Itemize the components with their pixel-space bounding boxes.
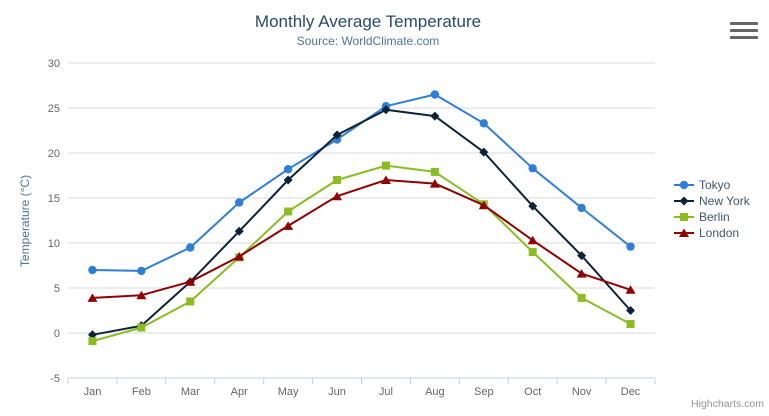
- legend-label: Tokyo: [699, 178, 731, 192]
- y-axis-tick-label: 30: [48, 58, 60, 70]
- x-axis-category-label: Aug: [425, 386, 445, 398]
- y-axis-tick-label: 25: [48, 103, 60, 115]
- legend-marker-circle-icon: [674, 180, 694, 190]
- series-tokyo-marker[interactable]: [235, 198, 244, 207]
- series-new-york-marker[interactable]: [528, 201, 538, 211]
- legend-item-tokyo[interactable]: Tokyo: [674, 177, 750, 193]
- x-axis-category-label: Apr: [231, 386, 248, 398]
- legend-marker-sample: [679, 180, 689, 190]
- x-axis-category-label: Sep: [474, 386, 494, 398]
- series-berlin-marker[interactable]: [430, 167, 439, 176]
- legend-label: New York: [699, 194, 750, 208]
- legend-marker-square-icon: [674, 213, 694, 221]
- hamburger-icon: [730, 29, 758, 32]
- series-london-marker[interactable]: [283, 221, 294, 230]
- series-berlin-line[interactable]: [92, 164, 631, 343]
- series-new-york-marker[interactable]: [577, 251, 587, 261]
- series-tokyo-marker[interactable]: [528, 164, 537, 173]
- highcharts-credit-link[interactable]: Highcharts.com: [691, 398, 764, 410]
- series-london-marker[interactable]: [185, 277, 196, 286]
- series-london-marker[interactable]: [576, 269, 587, 278]
- legend-marker-diamond-icon: [674, 196, 694, 206]
- series-new-york-line[interactable]: [92, 108, 632, 336]
- y-axis-tick-label: 20: [48, 148, 60, 160]
- series-london-line[interactable]: [92, 179, 631, 299]
- hamburger-icon: [730, 36, 758, 39]
- x-axis-category-label: Nov: [572, 386, 592, 398]
- series-berlin-marker[interactable]: [333, 176, 342, 184]
- series-tokyo[interactable]: [88, 90, 635, 276]
- series-tokyo-marker[interactable]: [626, 242, 635, 251]
- series-new-york-marker[interactable]: [430, 111, 440, 121]
- series-london-marker[interactable]: [380, 175, 391, 185]
- legend-marker-sample: [679, 228, 689, 237]
- series-new-york[interactable]: [87, 105, 636, 340]
- series-london-marker[interactable]: [625, 285, 636, 294]
- series-berlin-marker[interactable]: [137, 323, 146, 332]
- series-tokyo-marker[interactable]: [283, 165, 293, 174]
- x-axis-category-label: Jul: [379, 386, 393, 398]
- series-new-york-marker[interactable]: [234, 226, 244, 236]
- series-berlin-marker[interactable]: [186, 297, 195, 306]
- series-berlin-marker[interactable]: [626, 320, 635, 328]
- series-tokyo-marker[interactable]: [186, 243, 195, 252]
- series-london-marker[interactable]: [429, 179, 440, 188]
- x-axis-category-label: Jun: [328, 386, 346, 398]
- series-london-marker[interactable]: [136, 290, 147, 300]
- y-axis-tick-label: 0: [54, 328, 60, 340]
- series-london-marker[interactable]: [527, 235, 538, 245]
- series-london-marker[interactable]: [478, 200, 489, 210]
- y-axis-tick-label: 15: [48, 193, 60, 205]
- legend-marker-triangle-icon: [674, 228, 694, 237]
- series-new-york-marker[interactable]: [381, 105, 391, 115]
- series-new-york-marker[interactable]: [87, 330, 97, 340]
- legend-item-new-york[interactable]: New York: [674, 193, 750, 209]
- y-axis-title: Temperature (°C): [18, 174, 32, 267]
- series-berlin-marker[interactable]: [284, 207, 293, 216]
- series-tokyo-marker[interactable]: [137, 266, 146, 276]
- y-axis-tick-label: 10: [48, 238, 60, 250]
- legend: Tokyo New York Berlin London: [674, 177, 750, 241]
- legend-item-berlin[interactable]: Berlin: [674, 209, 750, 225]
- x-axis-category-label: Feb: [132, 386, 151, 398]
- legend-label: Berlin: [699, 210, 730, 224]
- series-new-york-marker[interactable]: [626, 306, 636, 315]
- legend-label: London: [699, 226, 740, 240]
- x-axis-category-label: May: [278, 386, 299, 398]
- legend-marker-sample: [679, 196, 689, 206]
- x-axis-category-label: Oct: [524, 386, 541, 398]
- y-axis-tick-label: -5: [50, 373, 60, 385]
- x-axis-category-label: Mar: [181, 386, 200, 398]
- context-menu-button[interactable]: [730, 22, 758, 39]
- series-london[interactable]: [87, 175, 636, 302]
- series-tokyo-marker[interactable]: [430, 90, 440, 99]
- series-new-york-marker[interactable]: [283, 175, 293, 185]
- y-axis-tick-label: 5: [54, 283, 60, 295]
- x-axis-category-label: Dec: [621, 386, 641, 398]
- legend-marker-sample: [680, 213, 688, 221]
- series-new-york-marker[interactable]: [332, 130, 342, 140]
- legend-item-london[interactable]: London: [674, 225, 750, 241]
- series-tokyo-line[interactable]: [92, 93, 632, 272]
- series-london-marker[interactable]: [234, 252, 245, 261]
- series-berlin-marker[interactable]: [88, 337, 97, 346]
- series-london-marker[interactable]: [87, 293, 98, 302]
- series-berlin-marker[interactable]: [381, 161, 390, 170]
- series-new-york-marker[interactable]: [479, 147, 489, 157]
- series-berlin-marker[interactable]: [577, 293, 586, 302]
- chart-subtitle: Source: WorldClimate.com: [296, 34, 440, 48]
- series-tokyo-marker[interactable]: [88, 265, 97, 275]
- chart-title: Monthly Average Temperature: [254, 12, 482, 31]
- hamburger-icon: [730, 22, 758, 25]
- x-axis-category-label: Jan: [84, 386, 102, 398]
- series-tokyo-marker[interactable]: [577, 203, 586, 213]
- series-berlin-marker[interactable]: [528, 248, 537, 256]
- series-tokyo-marker[interactable]: [479, 119, 488, 128]
- series-london-marker[interactable]: [332, 191, 343, 201]
